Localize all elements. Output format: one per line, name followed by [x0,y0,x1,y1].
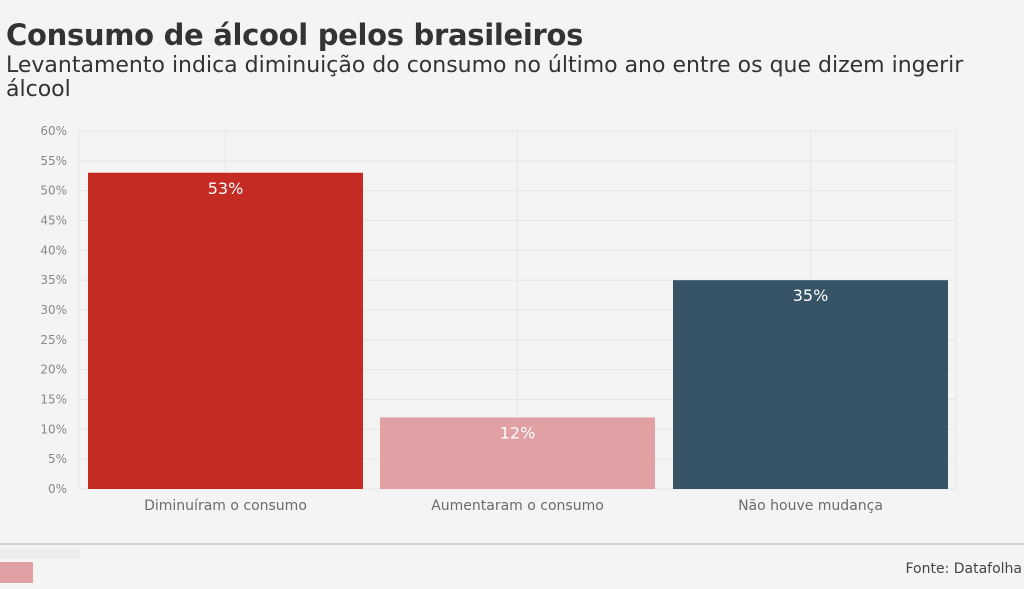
y-axis-ticks: 0% 5% 10% 15% 20% 25% 30% 35% 40% 45% 50% 55% 60% [40,124,67,496]
bars [88,172,948,489]
y-tick-label: 35% [40,273,67,287]
chart-title: Consumo de álcool pelos brasileiros [6,18,584,52]
y-tick-label: 45% [40,214,67,228]
source-credit: Fonte: Datafolha [905,561,1022,577]
publisher-logo-block [0,562,33,583]
x-axis-ticks: Diminuíram o consumo Aumentaram o consumo… [144,498,883,514]
y-tick-label: 20% [40,363,67,377]
y-tick-label: 15% [40,393,67,407]
data-label: 35% [793,286,829,305]
bar [88,172,363,489]
x-tick-label: Não houve mudança [738,498,883,514]
y-tick-label: 55% [40,154,67,168]
y-tick-label: 0% [48,482,67,496]
y-tick-label: 25% [40,333,67,347]
data-label: 12% [500,423,536,442]
y-tick-label: 40% [40,243,67,257]
footer-divider [0,543,1024,545]
publisher-logo-strip [0,549,80,559]
bar [673,280,948,489]
y-tick-label: 60% [40,124,67,138]
y-tick-label: 50% [40,184,67,198]
x-tick-label: Diminuíram o consumo [144,498,307,514]
chart-subtitle: Levantamento indica diminuição do consum… [6,53,964,102]
y-tick-label: 10% [40,422,67,436]
bar [380,417,655,489]
data-labels: 53% 12% 35% [208,179,829,443]
y-tick-label: 30% [40,303,67,317]
y-tick-label: 5% [48,452,67,466]
x-tick-label: Aumentaram o consumo [431,498,604,514]
data-label: 53% [208,179,244,198]
bar-chart: 0% 5% 10% 15% 20% 25% 30% 35% 40% 45% 50% 55% 60% 53… [40,124,957,514]
